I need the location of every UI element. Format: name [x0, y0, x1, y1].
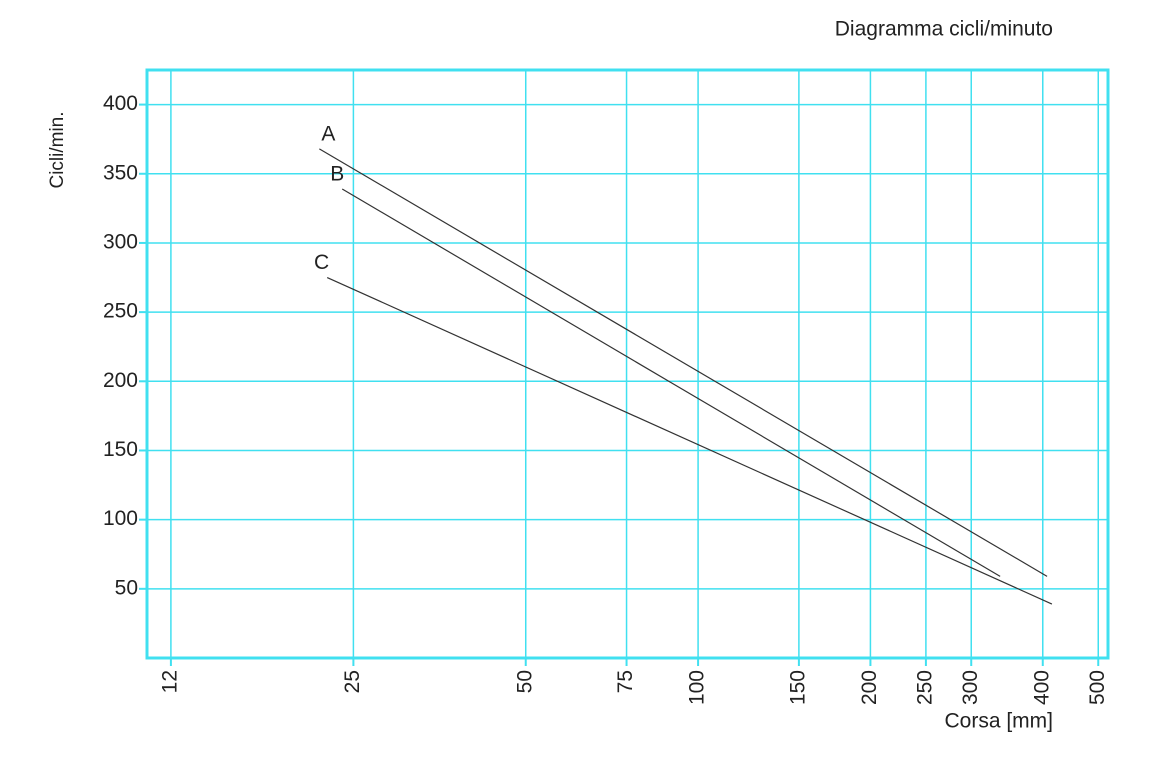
- y-tick-label: 150: [103, 438, 138, 461]
- plot-border: [145, 68, 1110, 660]
- x-tick-label: 100: [686, 670, 709, 705]
- series-label: C: [314, 251, 329, 274]
- series-label: A: [321, 122, 335, 145]
- x-tick-label: 400: [1030, 670, 1053, 705]
- x-tick-label: 12: [158, 670, 181, 693]
- x-tick-label: 50: [513, 670, 536, 693]
- x-tick-label: 150: [786, 670, 809, 705]
- x-axis-label: Corsa [mm]: [944, 710, 1053, 733]
- x-tick-label: 75: [614, 670, 637, 693]
- series-label: B: [330, 163, 344, 186]
- y-tick-label: 300: [103, 230, 138, 253]
- y-tick-label: 350: [103, 161, 138, 184]
- x-tick-label: 25: [341, 670, 364, 693]
- y-tick-label: 400: [103, 92, 138, 115]
- chart-title: Diagramma cicli/minuto: [835, 18, 1053, 41]
- x-tick-label: 300: [959, 670, 982, 705]
- x-tick-label: 500: [1086, 670, 1109, 705]
- y-axis-label: Cicli/min.: [47, 111, 68, 188]
- data-line: [326, 276, 1053, 605]
- data-line: [341, 188, 1001, 577]
- x-tick-label: 200: [858, 670, 881, 705]
- x-tick-label: 250: [913, 670, 936, 705]
- y-tick-label: 50: [115, 576, 138, 599]
- data-line: [319, 148, 1048, 577]
- y-tick-label: 250: [103, 300, 138, 323]
- y-tick-label: 100: [103, 507, 138, 530]
- y-tick-label: 200: [103, 369, 138, 392]
